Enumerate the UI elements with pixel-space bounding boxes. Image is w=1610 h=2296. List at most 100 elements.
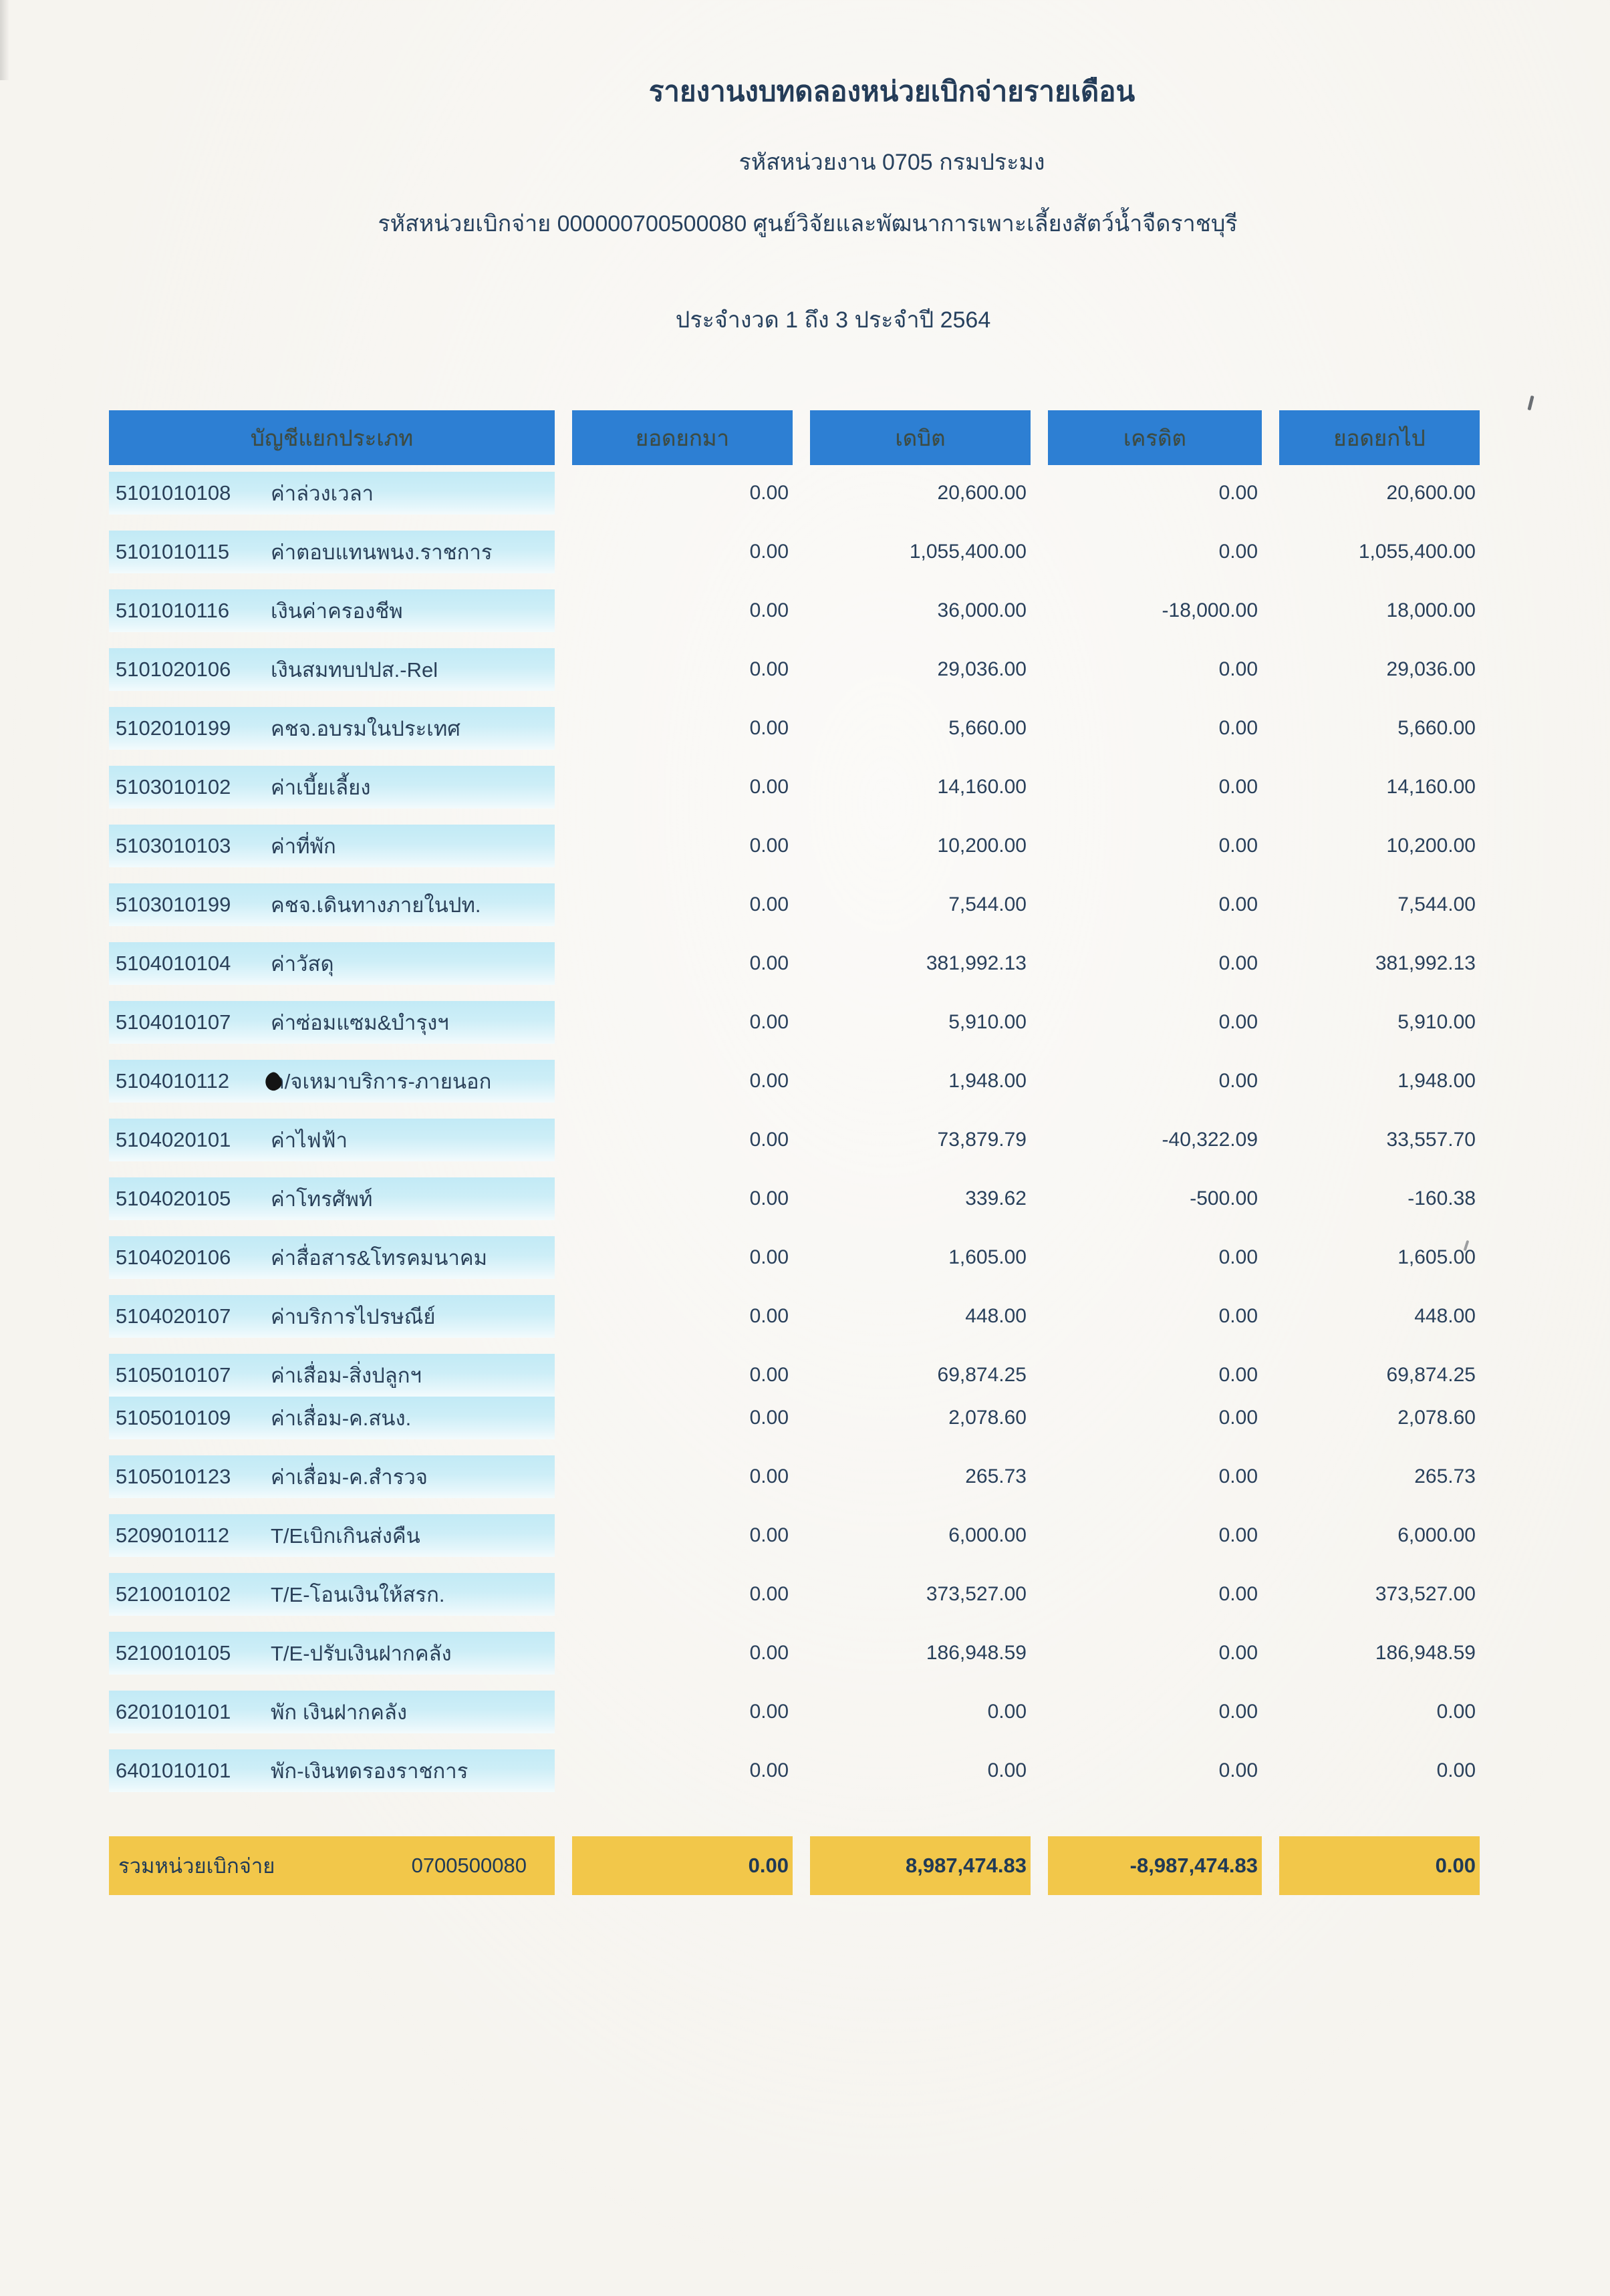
account-cell: 5105010123 ค่าเสื่อม-ค.สำรวจ — [109, 1455, 555, 1498]
brought-forward-value: 0.00 — [749, 893, 789, 915]
account-cell: 5104020106 ค่าสื่อสาร&โทรคมนาคม — [109, 1236, 555, 1279]
header-cell-carried-forward: ยอดยกไป — [1279, 410, 1480, 465]
debit-value: 1,605.00 — [948, 1246, 1027, 1268]
credit-value: 0.00 — [1218, 1246, 1258, 1268]
credit-value: 0.00 — [1218, 1305, 1258, 1327]
brought-forward-value: 0.00 — [749, 1305, 789, 1327]
account-name: ค่าล่วงเวลา — [271, 482, 374, 505]
carried-forward-value: 1,055,400.00 — [1358, 541, 1476, 563]
debit-value: 5,910.00 — [948, 1011, 1027, 1033]
credit-value: 0.00 — [1218, 1465, 1258, 1487]
table-row: 5104020107 ค่าบริการไปรษณีย์ 0.00 448.00… — [109, 1295, 1480, 1338]
table-row: 5104010112 ค/จเหมาบริการ-ภายนอก 0.00 1,9… — [109, 1060, 1480, 1103]
credit-value: 0.00 — [1218, 1642, 1258, 1664]
carried-forward-value: -160.38 — [1407, 1187, 1476, 1209]
header-cell-credit: เครดิต — [1048, 410, 1262, 465]
debit-value: 36,000.00 — [937, 599, 1027, 621]
account-code: 5101010116 — [116, 599, 230, 622]
account-cell: 5105010109 ค่าเสื่อม-ค.สนง. — [109, 1397, 555, 1439]
account-code: 5101010108 — [116, 481, 231, 505]
table-row: 5103010102 ค่าเบี้ยเลี้ยง 0.00 14,160.00… — [109, 766, 1480, 809]
table-row: 5101010116 เงินค่าครองชีพ 0.00 36,000.00… — [109, 589, 1480, 632]
debit-value: 448.00 — [965, 1305, 1027, 1327]
table-row: 5102010199 คชจ.อบรมในประเทศ 0.00 5,660.0… — [109, 707, 1480, 750]
account-name: ค่าเบี้ยเลี้ยง — [271, 776, 371, 799]
account-code: 5103010102 — [116, 775, 231, 799]
debit-value: 339.62 — [965, 1187, 1027, 1209]
carried-forward-value: 6,000.00 — [1397, 1524, 1476, 1546]
carried-forward-value: 381,992.13 — [1375, 952, 1476, 974]
account-name: พัก-เงินทดรองราชการ — [271, 1759, 468, 1783]
credit-value: 0.00 — [1218, 952, 1258, 974]
account-name: พัก เงินฝากคลัง — [271, 1701, 407, 1724]
debit-value: 1,948.00 — [948, 1070, 1027, 1092]
account-code: 5104020107 — [116, 1304, 231, 1328]
account-cell: 5105010107 ค่าเสื่อม-สิ่งปลูกฯ — [109, 1354, 555, 1397]
table-row: 6201010101 พัก เงินฝากคลัง 0.00 0.00 0.0… — [109, 1691, 1480, 1733]
credit-value: 0.00 — [1218, 776, 1258, 798]
account-name: ค่าเสื่อม-สิ่งปลูกฯ — [271, 1364, 422, 1387]
account-name: ค่าไฟฟ้า — [271, 1129, 348, 1152]
account-cell: 5210010102 T/E-โอนเงินให้สรก. — [109, 1573, 555, 1616]
table-row: 5104010104 ค่าวัสดุ 0.00 381,992.13 0.00… — [109, 942, 1480, 985]
brought-forward-value: 0.00 — [749, 1465, 789, 1487]
table-row: 5101020106 เงินสมทบปปส.-Rel 0.00 29,036.… — [109, 648, 1480, 691]
credit-value: 0.00 — [1218, 835, 1258, 857]
table-row: 5105010107 ค่าเสื่อม-สิ่งปลูกฯ 0.00 69,8… — [109, 1354, 1480, 1397]
credit-value: 0.00 — [1218, 717, 1258, 739]
brought-forward-value: 0.00 — [749, 835, 789, 857]
account-cell: 5102010199 คชจ.อบรมในประเทศ — [109, 707, 555, 750]
account-code: 5101010115 — [116, 540, 230, 563]
carried-forward-value: 18,000.00 — [1386, 599, 1476, 621]
scan-edge-shadow — [0, 0, 9, 80]
header-cell-debit: เดบิต — [810, 410, 1031, 465]
table-total-row: รวมหน่วยเบิกจ่าย 0700500080 0.00 8,987,4… — [109, 1836, 1480, 1895]
carried-forward-value: 7,544.00 — [1397, 893, 1476, 915]
total-label: รวมหน่วยเบิกจ่าย — [118, 1854, 275, 1878]
account-cell: 5210010105 T/E-ปรับเงินฝากคลัง — [109, 1632, 555, 1675]
account-name: ค่าสื่อสาร&โทรคมนาคม — [271, 1246, 488, 1270]
carried-forward-value: 2,078.60 — [1397, 1407, 1476, 1429]
brought-forward-value: 0.00 — [749, 1070, 789, 1092]
account-cell: 5104010104 ค่าวัสดุ — [109, 942, 555, 985]
table-row: 5105010123 ค่าเสื่อม-ค.สำรวจ 0.00 265.73… — [109, 1455, 1480, 1498]
trial-balance-table: บัญชีแยกประเภท ยอดยกมา เดบิต เครดิต ยอดย… — [109, 410, 1480, 1895]
credit-value: -40,322.09 — [1162, 1129, 1258, 1151]
debit-value: 381,992.13 — [926, 952, 1027, 974]
brought-forward-value: 0.00 — [749, 1524, 789, 1546]
account-code: 5210010102 — [116, 1582, 231, 1606]
debit-value: 0.00 — [987, 1701, 1027, 1723]
carried-forward-value: 1,605.00 — [1397, 1246, 1476, 1268]
debit-value: 14,160.00 — [937, 776, 1027, 798]
credit-value: 0.00 — [1218, 893, 1258, 915]
credit-value: 0.00 — [1218, 1011, 1258, 1033]
header-cell-brought-forward: ยอดยกมา — [572, 410, 793, 465]
table-row: 5105010109 ค่าเสื่อม-ค.สนง. 0.00 2,078.6… — [109, 1397, 1480, 1439]
account-name: ค่าวัสดุ — [271, 952, 334, 976]
brought-forward-value: 0.00 — [749, 1701, 789, 1723]
account-code: 6401010101 — [116, 1759, 231, 1782]
account-cell: 6201010101 พัก เงินฝากคลัง — [109, 1691, 555, 1733]
brought-forward-value: 0.00 — [749, 1642, 789, 1664]
debit-value: 2,078.60 — [948, 1407, 1027, 1429]
report-header: รายงานงบทดลองหน่วยเบิกจ่ายรายเดือน รหัสห… — [0, 0, 1610, 335]
credit-value: -18,000.00 — [1162, 599, 1258, 621]
carried-forward-value: 0.00 — [1436, 1701, 1476, 1723]
debit-value: 0.00 — [987, 1759, 1027, 1781]
account-name: ค่าที่พัก — [271, 835, 336, 858]
brought-forward-value: 0.00 — [749, 776, 789, 798]
brought-forward-value: 0.00 — [749, 1407, 789, 1429]
account-code: 5105010107 — [116, 1363, 231, 1387]
debit-value: 186,948.59 — [926, 1642, 1027, 1664]
account-code: 5105010109 — [116, 1406, 231, 1429]
header-cell-account: บัญชีแยกประเภท — [109, 410, 555, 465]
account-name: ค/จเหมาบริการ-ภายนอก — [271, 1070, 492, 1093]
carried-forward-value: 69,874.25 — [1386, 1364, 1476, 1386]
credit-value: 0.00 — [1218, 1524, 1258, 1546]
table-row: 5210010105 T/E-ปรับเงินฝากคลัง 0.00 186,… — [109, 1632, 1480, 1675]
scan-speck — [1527, 395, 1534, 411]
table-row: 5104020101 ค่าไฟฟ้า 0.00 73,879.79 -40,3… — [109, 1119, 1480, 1161]
account-cell: 5104020101 ค่าไฟฟ้า — [109, 1119, 555, 1161]
account-name: T/E-ปรับเงินฝากคลัง — [271, 1642, 452, 1665]
